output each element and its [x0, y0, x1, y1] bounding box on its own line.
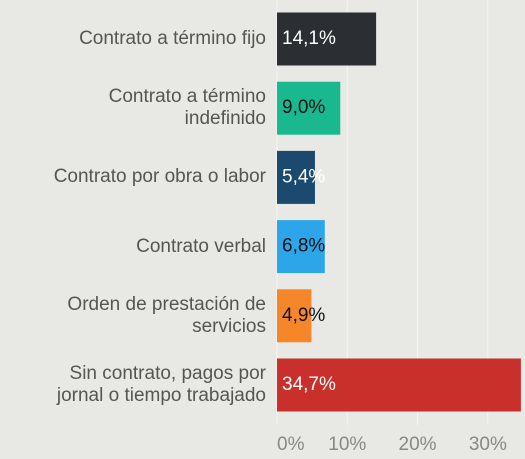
- bar: [277, 81, 341, 135]
- category-label: Orden de prestación de servicios: [67, 293, 266, 337]
- category-label: Contrato a término indefinido: [108, 86, 266, 130]
- bar: [277, 358, 521, 412]
- category-label: Contrato verbal: [136, 235, 266, 257]
- value-label: 5,4%: [282, 166, 325, 187]
- value-label: 6,8%: [282, 236, 325, 257]
- x-tick-label: 0%: [277, 434, 305, 455]
- category-label: Contrato a término fijo: [79, 28, 266, 49]
- x-tick-label: 10%: [328, 434, 366, 455]
- x-tick-label: 20%: [399, 434, 437, 455]
- bar: [277, 220, 325, 274]
- value-label: 34,7%: [282, 374, 336, 395]
- value-label: 14,1%: [282, 28, 336, 49]
- value-label: 4,9%: [282, 305, 325, 326]
- category-label: Contrato por obra o labor: [53, 166, 266, 188]
- bar: [277, 12, 377, 66]
- x-tick-label: 30%: [469, 434, 507, 455]
- bar: [277, 150, 315, 204]
- value-label: 9,0%: [282, 97, 325, 118]
- category-label: Sin contrato, pagos por jornal o tiempo …: [56, 363, 266, 406]
- bar: [277, 289, 312, 343]
